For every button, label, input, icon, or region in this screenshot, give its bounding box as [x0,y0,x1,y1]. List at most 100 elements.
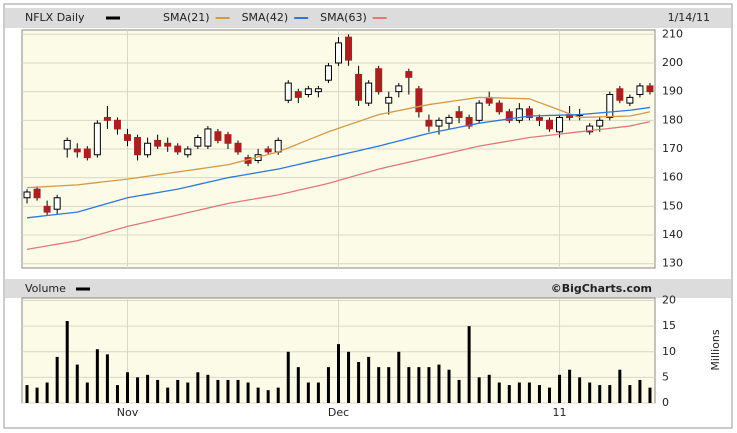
volume-bar [517,382,521,403]
candle-body [455,111,463,118]
y-tick-label: 200 [662,56,683,69]
volume-bar [226,379,230,403]
volume-bar [246,382,250,403]
volume-bar [578,377,582,403]
volume-bar [316,382,320,403]
source: ©BigCharts.com [551,282,652,295]
volume-bar [166,387,170,403]
y-tick-label: 160 [662,171,683,184]
volume-bar [367,356,371,403]
y-tick-label: 130 [662,257,683,270]
candle-body [495,102,503,113]
candle-body [465,116,473,127]
candle-body [596,119,604,127]
y-tick-label: 150 [662,199,683,212]
volume-bar [527,382,531,403]
candle-body [314,88,322,93]
candle-body [445,116,453,124]
volume-bar [176,379,180,403]
candle-body [525,108,533,118]
volume-bar [568,369,572,403]
candle-body [144,142,152,156]
volume-bar [65,321,69,403]
candle-body [425,119,433,127]
candle-body [395,85,403,93]
volume-bar [236,379,240,403]
y-tick-label: 140 [662,228,683,241]
candle-body [134,137,142,156]
legend-label: SMA(42) [242,11,289,24]
volume-bar [507,385,511,403]
candle-body [113,119,121,130]
y-axis-label: Millions [709,329,722,370]
candle-body [636,85,644,96]
candle-body [73,148,81,153]
volume-bar [286,351,290,403]
x-tick-label: Nov [117,406,139,419]
y-tick-label: 10 [662,345,676,358]
candle-body [626,96,634,104]
volume-header-bar [5,279,731,298]
volume-bar [417,367,421,403]
date-label: 1/14/11 [668,11,710,24]
candle-body [274,139,282,153]
volume-bar [457,379,461,403]
candle-body [264,148,272,153]
y-tick-label: 5 [662,370,669,383]
volume-bar [407,367,411,403]
candle-body [616,88,624,101]
sma-line [26,106,651,219]
volume-bar [216,379,220,403]
volume-bar [196,372,200,403]
candle-body [53,197,61,210]
candle-body [586,125,594,133]
candle-body [224,134,232,144]
candle-body [124,134,131,141]
y-tick-label: 170 [662,142,683,155]
y-tick-label: 0 [662,396,669,409]
candle-body [606,94,614,118]
candle-body [375,68,383,93]
volume-title: Volume [25,282,66,295]
volume-bar [146,374,150,403]
volume-bar [588,382,592,403]
candle-body [184,148,192,156]
volume-bar [618,369,622,403]
y-tick-label: 180 [662,113,683,126]
candle-body [103,116,111,121]
volume-bar [95,349,99,403]
y-tick-label: 210 [662,27,683,40]
candle-body [63,139,71,150]
candle-body [83,148,91,159]
candle-body [475,102,483,121]
volume-bar [397,351,401,403]
candle-body [505,111,513,121]
volume-bar [467,326,471,403]
candle-body [164,142,172,147]
volume-bar [136,377,140,403]
candle-body [385,96,393,104]
volume-bar [537,385,541,403]
y-tick-label: 15 [662,319,676,332]
volume-bar [447,369,451,403]
volume-bar [126,372,129,403]
candle-body [355,73,363,101]
volume-bar [35,387,39,403]
volume-bar [45,382,49,403]
volume-bar [477,377,481,403]
candle-body [23,191,31,199]
candle-body [324,65,332,81]
legend-label: SMA(21) [163,11,210,24]
candle-body [294,91,302,98]
volume-bar [638,379,642,403]
candle-body [556,116,564,133]
volume-bar [548,387,551,403]
volume-bar [25,385,29,403]
volume-bar [608,385,612,403]
volume-bar [437,364,441,403]
volume-bar [55,356,59,403]
candle-body [335,42,342,64]
volume-bar [487,374,491,403]
